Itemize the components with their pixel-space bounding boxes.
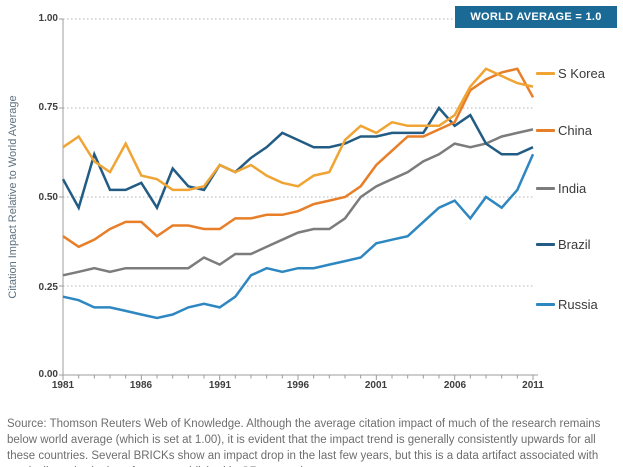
legend-swatch-brazil [536,243,555,247]
legend-label: Brazil [558,237,591,253]
y-tick-label: 1.00 [38,13,58,24]
source-note: Source: Thomson Reuters Web of Knowledge… [7,417,601,467]
x-tick-label: 2006 [443,380,467,391]
line-chart-canvas [59,18,538,380]
y-tick-label: 0.50 [38,192,58,203]
legend-swatch-russia [536,303,555,307]
series-line-s-korea [62,67,534,192]
legend-item-india: India [536,180,587,197]
y-axis-title: Citation Impact Relative to World Averag… [7,95,19,299]
x-tick-label: 2011 [522,380,544,391]
legend-swatch-s-korea [536,72,555,76]
legend-label: India [558,181,587,197]
legend-item-brazil: Brazil [536,236,591,253]
x-tick-label: 2001 [364,380,388,391]
series-line-russia [62,153,535,320]
world-average-banner: WORLD AVERAGE = 1.0 [455,6,617,28]
legend-label: China [558,123,592,139]
y-tick-label: 0.00 [38,369,58,380]
series-line-china [62,67,535,249]
legend-item-s-korea: S Korea [536,65,605,82]
y-tick-label: 0.25 [38,282,58,293]
series-line-india [62,128,534,277]
x-tick-label: 1981 [51,380,75,391]
legend-label: S Korea [558,66,605,82]
legend-item-china: China [536,122,592,139]
legend-swatch-india [536,187,555,191]
y-tick-label: 0.75 [38,102,58,113]
x-tick-label: 1996 [286,380,310,391]
legend-swatch-china [536,129,555,133]
x-tick-label: 1991 [208,380,232,391]
series-line-brazil [61,105,534,211]
legend-item-russia: Russia [536,296,598,313]
x-tick-label: 1986 [129,380,153,391]
legend-label: Russia [558,297,598,313]
